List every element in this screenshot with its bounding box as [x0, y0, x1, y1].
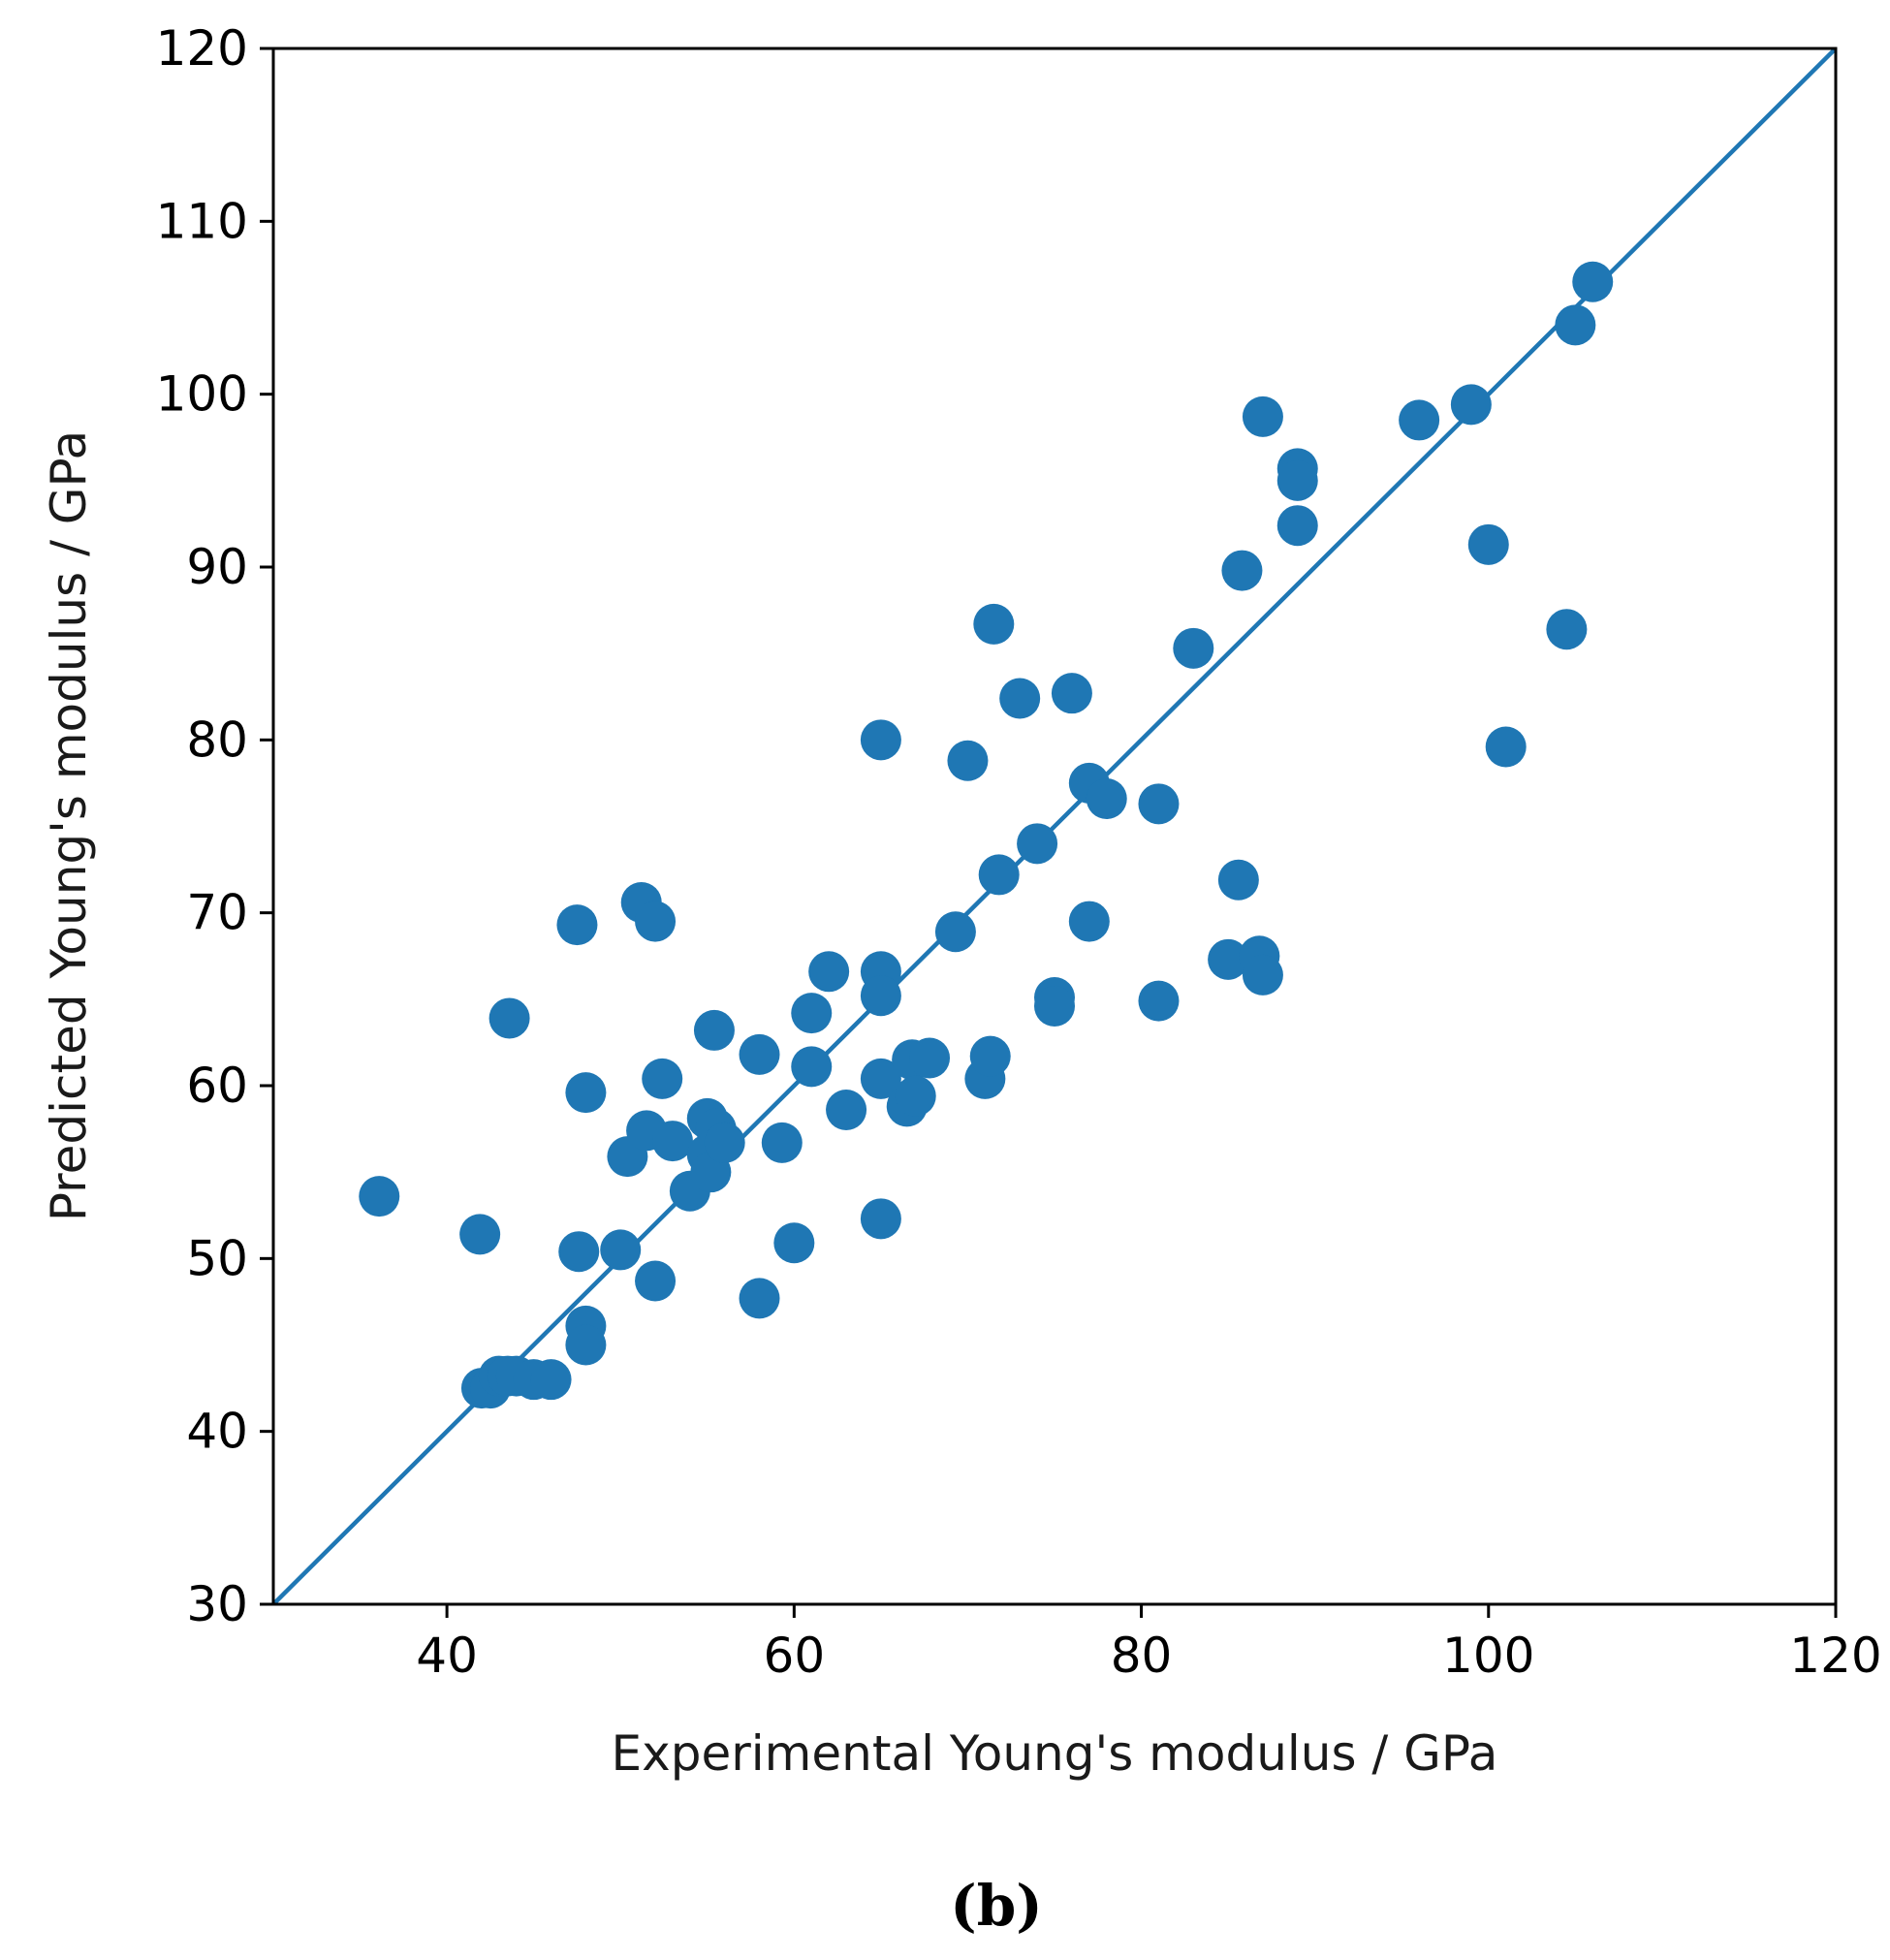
- y-tick-label: 120: [156, 20, 248, 77]
- data-point: [530, 1359, 572, 1401]
- data-point: [791, 993, 833, 1034]
- data-point: [635, 1260, 677, 1302]
- data-point: [947, 740, 989, 781]
- data-point: [1467, 523, 1509, 565]
- data-point: [459, 1214, 501, 1255]
- data-point: [1086, 777, 1127, 819]
- y-tick-label: 70: [186, 885, 248, 941]
- data-point: [739, 1033, 780, 1075]
- y-tick-label: 30: [186, 1576, 248, 1632]
- plot-marks: [273, 48, 1836, 1604]
- data-point: [773, 1222, 815, 1264]
- data-point: [1017, 823, 1058, 865]
- data-point: [826, 1089, 867, 1130]
- data-point: [359, 1176, 400, 1217]
- data-point: [909, 1037, 951, 1079]
- data-point: [1221, 550, 1263, 591]
- data-point: [1276, 505, 1318, 547]
- data-point: [1138, 783, 1180, 825]
- data-point: [999, 678, 1041, 719]
- data-point: [1138, 980, 1180, 1022]
- data-point: [488, 997, 530, 1039]
- data-point: [1546, 609, 1588, 650]
- data-point: [808, 951, 850, 993]
- data-point: [1555, 304, 1596, 346]
- data-point: [1208, 938, 1249, 980]
- data-point: [860, 975, 901, 1017]
- x-tick-label: 40: [416, 1628, 478, 1684]
- y-tick-label: 50: [186, 1230, 248, 1286]
- data-point: [1217, 859, 1259, 901]
- data-point: [651, 1121, 693, 1162]
- y-tick-label: 90: [186, 539, 248, 595]
- data-point: [860, 1198, 901, 1240]
- data-point: [761, 1122, 803, 1163]
- axes: 40 60 80 100 120 30 40 50 60 70 80 90 100 110 120: [156, 20, 1882, 1684]
- data-point: [860, 1058, 901, 1099]
- data-point: [860, 719, 901, 761]
- y-axis-label: Predicted Young's modulus / GPa: [41, 430, 97, 1221]
- data-point: [1173, 627, 1214, 669]
- data-point: [1242, 954, 1283, 996]
- data-point: [693, 1009, 735, 1051]
- data-point: [1572, 261, 1614, 302]
- data-point: [635, 901, 677, 942]
- data-point: [895, 1075, 936, 1117]
- data-point: [1450, 384, 1492, 426]
- data-point: [1068, 901, 1110, 942]
- panel-label: (b): [950, 1873, 1042, 1939]
- data-point: [642, 1058, 683, 1099]
- data-point: [1399, 399, 1440, 441]
- x-axis-label: Experimental Young's modulus / GPa: [612, 1725, 1498, 1782]
- data-point: [978, 854, 1020, 896]
- y-tick-label: 40: [186, 1404, 248, 1460]
- data-point: [558, 1231, 600, 1273]
- x-tick-label: 120: [1789, 1628, 1881, 1684]
- data-point: [556, 904, 598, 946]
- data-point: [1485, 726, 1527, 768]
- y-tick-label: 60: [186, 1058, 248, 1114]
- data-point: [969, 1035, 1011, 1077]
- y-tick-label: 100: [156, 366, 248, 423]
- y-tick-label: 110: [156, 193, 248, 249]
- data-point: [1051, 673, 1092, 714]
- data-point: [791, 1046, 833, 1088]
- y-tick-label: 80: [186, 711, 248, 768]
- data-point: [973, 603, 1015, 645]
- data-point: [704, 1122, 745, 1163]
- data-point: [600, 1229, 642, 1271]
- plot-frame: [271, 47, 1838, 1606]
- data-point: [1242, 395, 1283, 437]
- data-point: [565, 1072, 607, 1114]
- x-tick-label: 100: [1442, 1628, 1534, 1684]
- data-point: [565, 1324, 607, 1366]
- data-point: [1276, 459, 1318, 501]
- data-point: [1034, 985, 1075, 1027]
- x-tick-label: 80: [1111, 1628, 1173, 1684]
- data-point: [934, 911, 976, 953]
- x-tick-label: 60: [764, 1628, 826, 1684]
- data-point: [739, 1278, 780, 1319]
